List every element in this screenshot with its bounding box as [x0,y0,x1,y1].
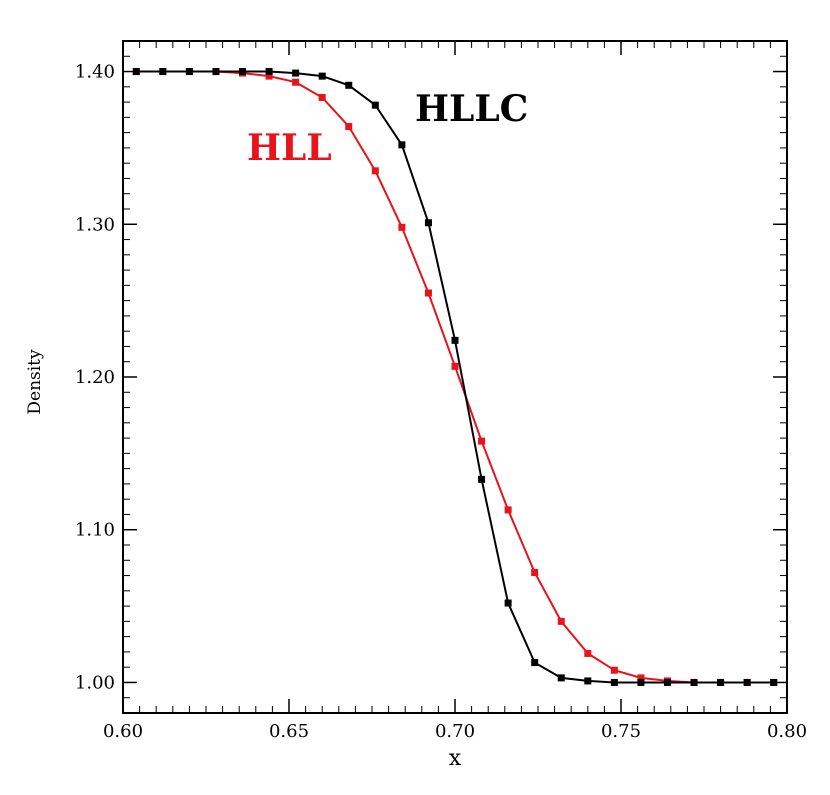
x-tick-label: 0.75 [601,721,641,742]
data-point-hll [584,649,592,657]
data-point-hllc [212,68,220,76]
data-point-hllc [185,68,193,76]
data-point-hllc [159,68,167,76]
data-point-hll [451,362,459,370]
data-point-hllc [531,659,539,667]
data-point-hll [504,506,512,514]
y-tick-label: 1.30 [75,214,115,235]
data-point-hll [318,94,326,102]
data-point-hll [398,223,406,231]
data-point-hllc [690,678,698,686]
data-point-hllc [318,72,326,80]
data-point-hllc [371,101,379,109]
data-point-hllc [584,677,592,685]
data-point-hllc [557,674,565,682]
data-point-hll [424,289,432,297]
x-tick-label: 0.70 [435,721,475,742]
series-label-hllc: HLLC [415,88,528,130]
data-point-hll [478,437,486,445]
data-point-hllc [637,678,645,686]
y-tick-label: 1.40 [75,62,115,83]
x-tick-label: 0.60 [103,721,143,742]
y-tick-label: 1.00 [75,672,115,693]
data-point-hllc [504,599,512,607]
data-point-hllc [451,336,459,344]
data-point-hll [557,617,565,625]
data-point-hll [345,123,353,131]
x-tick-label: 0.65 [269,721,309,742]
data-point-hllc [398,141,406,149]
data-point-hll [610,666,618,674]
y-axis-label: Density [25,349,45,415]
data-point-hllc [663,678,671,686]
series-label-hll: HLL [247,127,332,169]
data-point-hll [371,167,379,175]
y-tick-label: 1.10 [75,520,115,541]
data-point-hllc [717,678,725,686]
x-tick-label: 0.80 [767,721,807,742]
data-point-hllc [424,219,432,227]
data-point-hll [292,78,300,86]
data-point-hllc [292,69,300,77]
data-point-hllc [265,68,273,76]
data-point-hllc [239,68,247,76]
data-point-hllc [743,678,751,686]
data-point-hllc [478,475,486,483]
data-point-hll [531,568,539,576]
data-point-hll [637,674,645,682]
data-point-hllc [345,81,353,89]
data-point-hllc [610,678,618,686]
y-tick-label: 1.20 [75,367,115,388]
x-axis-label: x [449,746,462,771]
data-point-hll [265,72,273,80]
